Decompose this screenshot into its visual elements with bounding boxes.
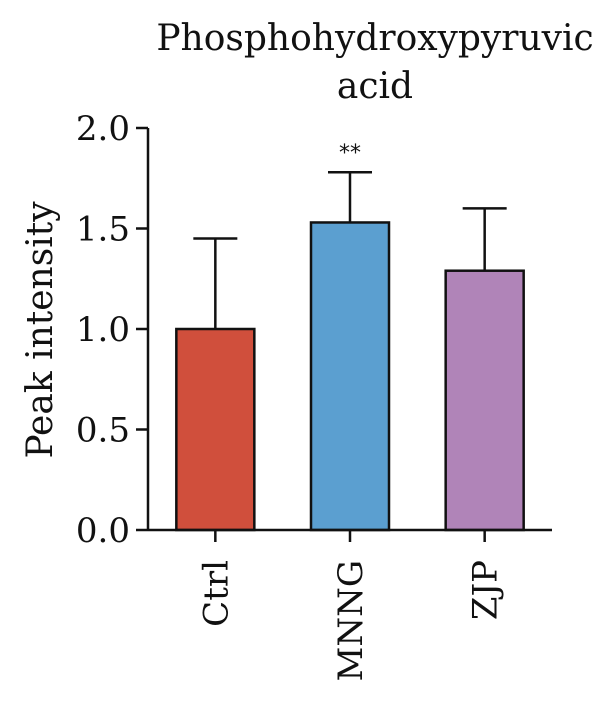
chart-title: Phosphohydroxypyruvic acid: [156, 18, 593, 107]
y-tick-label: 0.5: [76, 411, 130, 451]
x-tick-label: Ctrl: [196, 560, 236, 627]
bar-ctrl: [175, 327, 256, 532]
chart-title-line-2: acid: [337, 66, 413, 107]
x-tick-label: ZJP: [466, 560, 506, 620]
y-tick-label: 2.0: [76, 109, 130, 149]
bar-mnng: [309, 221, 391, 532]
y-tick-label: 1.0: [76, 310, 130, 350]
bar-zjp: [444, 269, 525, 532]
y-axis-ticks: 0.0 0.5 1.0 1.5 2.0: [76, 109, 148, 551]
y-axis-label: Peak intensity: [20, 201, 61, 459]
significance-marker: **: [339, 141, 361, 166]
significance-markers: **: [339, 141, 361, 166]
y-tick-label: 1.5: [76, 210, 130, 250]
y-tick-label: 0.0: [76, 511, 130, 551]
chart-title-line-1: Phosphohydroxypyruvic: [156, 18, 593, 59]
x-axis-ticks: Ctrl MNNG ZJP: [196, 530, 506, 681]
bars: [175, 221, 525, 532]
x-tick-label: MNNG: [331, 560, 371, 681]
error-bars: [193, 170, 507, 329]
